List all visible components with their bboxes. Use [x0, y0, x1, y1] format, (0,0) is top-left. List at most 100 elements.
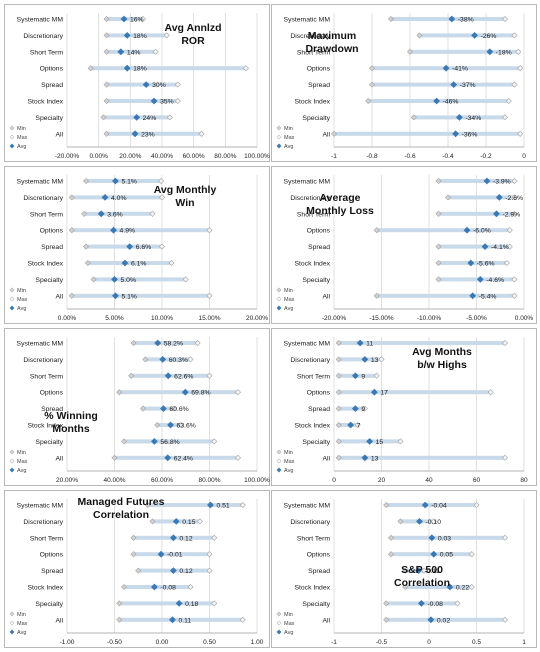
min-point [410, 114, 417, 121]
avg-point [476, 276, 484, 283]
min-point [335, 372, 342, 379]
min-point [330, 130, 338, 137]
data-label: -41% [452, 66, 468, 73]
chart-title: b/w Highs [417, 359, 467, 371]
avg-point [121, 259, 129, 267]
avg-point [101, 194, 109, 201]
chart-title: Drawdown [305, 43, 358, 55]
category-label: Systematic MM [284, 341, 331, 348]
avg-point [366, 438, 374, 445]
min-point [68, 292, 75, 299]
max-point [511, 194, 518, 201]
min-point [82, 243, 90, 250]
legend-marker [276, 449, 282, 455]
chart-panel: 0 20 40 60 80 Systematic MM 11 Discretionary 13 S… [271, 328, 537, 486]
max-point [206, 567, 213, 574]
min-point [100, 114, 107, 121]
data-label: -5.4% [479, 293, 497, 300]
tick-label: 20.00% [119, 153, 141, 160]
data-label: 69.8% [191, 390, 210, 397]
min-point [365, 97, 372, 105]
avg-point [427, 616, 435, 624]
tick-label: -0.5 [376, 639, 388, 646]
legend-marker [276, 458, 282, 464]
data-label: 62.6% [174, 373, 193, 380]
range-bar [71, 195, 162, 200]
category-label: Specialty [302, 601, 330, 608]
data-label: 6.6% [136, 244, 152, 251]
max-point [170, 405, 177, 412]
legend-label: Avg [17, 630, 26, 636]
range-bar [410, 49, 519, 54]
category-label: Discretionary [23, 195, 63, 202]
range-bar [87, 261, 172, 265]
tick-label: -1.00 [60, 639, 75, 646]
legend-marker [276, 287, 282, 293]
max-point [468, 551, 475, 558]
chart-title: Monthly Loss [306, 205, 374, 217]
avg-point [207, 501, 214, 509]
category-label: Options [40, 552, 64, 559]
tick-label: 0.00 [156, 639, 169, 646]
range-bar [71, 228, 210, 233]
category-label: Options [40, 228, 64, 235]
tick-label: 0.00% [515, 315, 534, 322]
category-label: Spread [308, 406, 330, 413]
legend-marker [276, 125, 282, 131]
max-point [505, 97, 512, 105]
tick-label: 1.00 [251, 639, 264, 646]
legend-label: Avg [284, 144, 293, 150]
legend-marker [9, 305, 15, 311]
range-bar [405, 568, 425, 573]
category-label: Specialty [35, 277, 63, 284]
tick-label: 0 [522, 153, 526, 160]
category-label: Options [307, 552, 331, 559]
min-point [128, 372, 135, 379]
category-label: Stock Index [294, 423, 330, 430]
tick-label: 0.00% [58, 315, 77, 322]
avg-point [126, 243, 134, 250]
min-point [373, 227, 380, 234]
tick-label: -0.8 [366, 153, 378, 160]
avg-point [123, 32, 131, 39]
data-label: -46% [443, 99, 459, 106]
data-label: 18% [133, 66, 147, 73]
category-label: Stock Index [27, 585, 63, 592]
min-point [116, 616, 123, 623]
max-point [158, 194, 166, 201]
chart-panel: 20.00% 40.00% 60.00% 80.00% 100.00% Systemati… [4, 328, 270, 486]
min-point [120, 583, 128, 591]
data-label: 6.1% [131, 261, 147, 268]
category-label: All [55, 293, 63, 300]
tick-label: -20.00% [55, 153, 79, 160]
data-label: 11 [366, 341, 373, 348]
data-label: 5.1% [121, 293, 137, 300]
category-label: Spread [41, 82, 63, 89]
max-point [239, 501, 246, 509]
max-point [397, 438, 404, 445]
chart-svg: -1 -0.5 0 0.5 1 Systematic MM -0.04 Discretiona… [276, 499, 526, 646]
avg-point [131, 130, 139, 138]
max-point [421, 567, 428, 574]
min-point [130, 534, 137, 541]
range-bar [133, 341, 198, 345]
min-point [368, 65, 376, 72]
max-point [511, 32, 518, 39]
tick-label: 80.00% [198, 477, 220, 484]
tick-label: 15.00% [198, 315, 220, 322]
min-point [81, 210, 88, 217]
legend-marker [9, 449, 15, 455]
max-point [373, 372, 380, 379]
legend-label: Min [284, 126, 293, 132]
max-point [206, 227, 213, 234]
range-bar [438, 277, 515, 282]
data-label: 60.6% [169, 406, 188, 413]
max-point [166, 114, 173, 121]
data-label: 13 [371, 455, 379, 462]
min-point [335, 339, 342, 347]
max-point [511, 177, 518, 185]
avg-point [448, 15, 456, 23]
legend-label: Avg [284, 468, 293, 474]
min-point [406, 48, 414, 55]
